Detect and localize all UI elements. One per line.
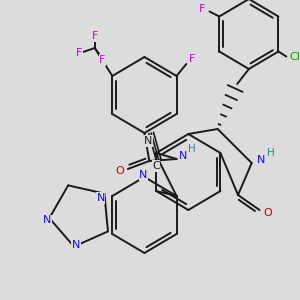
- Text: H: H: [188, 144, 196, 154]
- Text: N: N: [96, 193, 105, 203]
- Text: N: N: [179, 151, 188, 161]
- Text: F: F: [99, 55, 106, 65]
- Text: N: N: [257, 155, 266, 165]
- Text: O: O: [263, 208, 272, 218]
- Text: N: N: [43, 215, 52, 225]
- Text: N: N: [144, 136, 152, 146]
- Text: F: F: [92, 31, 98, 41]
- Text: N: N: [139, 170, 148, 180]
- Text: O: O: [116, 166, 124, 176]
- Text: F: F: [76, 48, 82, 58]
- Text: C: C: [152, 161, 160, 171]
- Text: H: H: [267, 148, 275, 158]
- Text: F: F: [189, 54, 195, 64]
- Text: Cl: Cl: [290, 52, 300, 61]
- Text: F: F: [199, 4, 205, 14]
- Text: N: N: [72, 240, 80, 250]
